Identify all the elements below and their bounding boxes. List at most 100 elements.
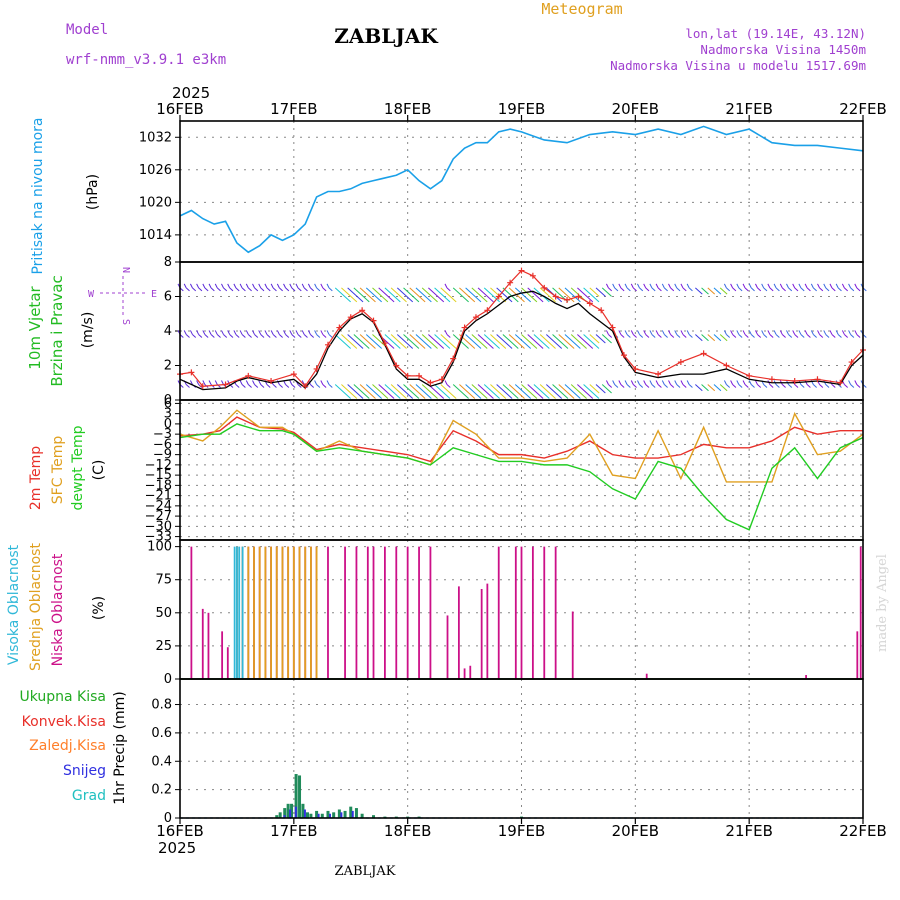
wind-barb [341,384,358,399]
wind-barb-flag [736,283,740,289]
wind-barb [353,384,370,399]
wind-barb-flag [649,283,653,289]
wind-barb [390,384,407,399]
snow-bar [283,815,286,818]
wind-barb [701,334,709,342]
wind-barb [651,287,656,292]
wind-barb [682,384,687,388]
wind-barb [210,287,215,292]
wind-barb-flag [252,330,255,335]
wind-barb [769,287,774,292]
wind-barb [750,384,755,388]
wind-barb [241,287,246,292]
wind-barb [452,287,469,303]
wind-barb [272,384,277,388]
y-tick-label: 0.2 [151,783,172,798]
wind-barb [198,334,203,338]
wind-barb [570,334,587,349]
wind-barb-flag [233,283,237,289]
wind-barb [608,334,613,338]
wind-barb [490,334,507,349]
pressure-unit: (hPa) [85,174,101,210]
wind-barb [626,334,631,338]
wind-barb [421,384,438,399]
gust-marker [393,362,400,369]
wind-barb [806,384,811,388]
wind-barb-flag [605,330,609,335]
wind-gust-line [179,269,864,388]
wind-barb [359,287,376,303]
wind-barb [707,287,716,295]
wind-barb [266,334,271,338]
wind-barb [676,287,681,292]
wind-barb-flag [227,380,231,385]
wind-barb [726,384,731,388]
wind-barb [471,287,488,303]
wind-barb-flag [723,380,727,385]
wind-barb [235,334,240,338]
wind-barb [707,334,716,342]
wind-barb [670,287,675,292]
wind-barb-flag [786,283,789,289]
wind-barb [514,287,532,303]
wind-barb-flag [444,380,448,385]
wind-barb [403,334,420,349]
wind-barb-flag [835,283,839,289]
wind-barb [521,334,538,349]
wind-barb [620,334,625,338]
y-tick-label: 0 [164,811,172,826]
wind-barb [757,287,762,292]
x-date-label-bottom: 22FEB [839,822,886,840]
gust-marker [507,279,514,286]
elevation-text: Nadmorska Visina 1450m [700,42,866,57]
wind-barb [440,384,457,399]
x-date-label-bottom: 21FEB [725,822,772,840]
wind-barb [608,384,613,388]
wind-barb-flag [748,380,752,385]
y-tick-label: −21 [145,489,172,504]
wind-barb-flag [674,330,678,335]
wind-barb [223,287,228,292]
wind-barb [328,384,333,388]
gust-marker [336,324,343,331]
gust-marker [586,300,593,307]
model-name: wrf-nmm_v3.9.1 e3km [66,52,226,68]
precip-bar [278,812,282,818]
precip-bar [286,803,290,818]
wind-barb-flag [674,283,678,289]
gust-marker [370,317,377,324]
wind-barb [670,384,675,388]
wind-barb-flag [276,330,280,335]
wind-barb-flag [618,380,622,385]
wind-barb [365,287,383,303]
wind-barb [347,287,364,303]
wind-barb [645,287,650,292]
wind-barb-flag [674,380,678,385]
wind-barb [477,287,494,303]
wind-barb-flag [183,330,187,335]
wind-barb [359,334,376,349]
wind-barb [589,334,600,344]
wind-barb [185,287,190,292]
precip-legend-item: Konvek.Kisa [22,714,106,730]
wind-barb-flag [196,380,200,385]
wind-barb-flag [841,330,845,335]
wind-barb [744,334,749,338]
wind-barb-flag [258,380,262,385]
wind-barb-flag [773,330,777,335]
snow-bar [289,809,292,818]
wind-barb-flag [605,380,609,385]
wind-barb [316,334,321,338]
wind-barb [744,384,749,388]
wind-barb [614,287,619,292]
gust-marker [529,272,536,279]
wind-barb [831,384,836,388]
y-tick-label: 3 [164,407,172,422]
wind-barb [285,384,290,388]
wind-barb-flag [680,380,684,385]
wind-barb-flag [624,330,628,335]
wind-barb [527,384,544,399]
wind-barb [533,384,550,399]
wind-barb [465,384,482,399]
